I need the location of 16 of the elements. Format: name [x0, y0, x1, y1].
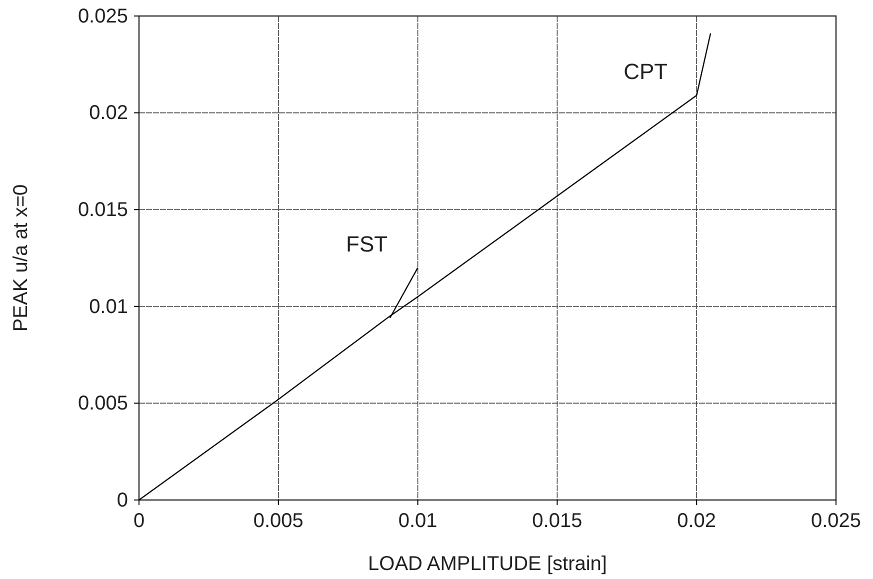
- y-tick-label: 0.01: [89, 296, 128, 318]
- y-axis-title: PEAK u/a at x=0: [10, 184, 32, 332]
- annotation: CPT: [624, 59, 668, 84]
- y-tick-label: 0.02: [89, 102, 128, 124]
- x-tick-label: 0.025: [810, 510, 862, 532]
- annotation: FST: [346, 231, 388, 256]
- y-tick-label: 0.015: [78, 199, 128, 221]
- x-tick-label: 0.02: [677, 510, 716, 532]
- x-tick-label: 0.015: [532, 510, 582, 532]
- x-tick-label: 0.01: [398, 510, 438, 532]
- y-tick-label: 0.025: [78, 5, 128, 28]
- x-axis-title: LOAD AMPLITUDE [strain]: [368, 553, 607, 575]
- x-tick-label: 0: [133, 510, 145, 532]
- x-tick-label: 0.005: [253, 510, 304, 532]
- y-tick-label: 0.005: [78, 392, 128, 415]
- y-tick-label: 0: [116, 489, 128, 512]
